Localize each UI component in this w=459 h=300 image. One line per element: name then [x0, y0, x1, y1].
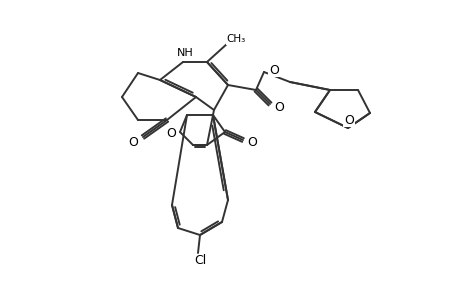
Text: O: O: [274, 100, 283, 113]
Text: CH₃: CH₃: [226, 34, 245, 44]
Text: Cl: Cl: [193, 254, 206, 268]
Text: O: O: [269, 64, 278, 76]
Text: O: O: [246, 136, 257, 148]
Text: O: O: [128, 136, 138, 148]
Text: NH: NH: [176, 48, 193, 58]
Text: O: O: [343, 113, 353, 127]
Text: O: O: [166, 127, 175, 140]
